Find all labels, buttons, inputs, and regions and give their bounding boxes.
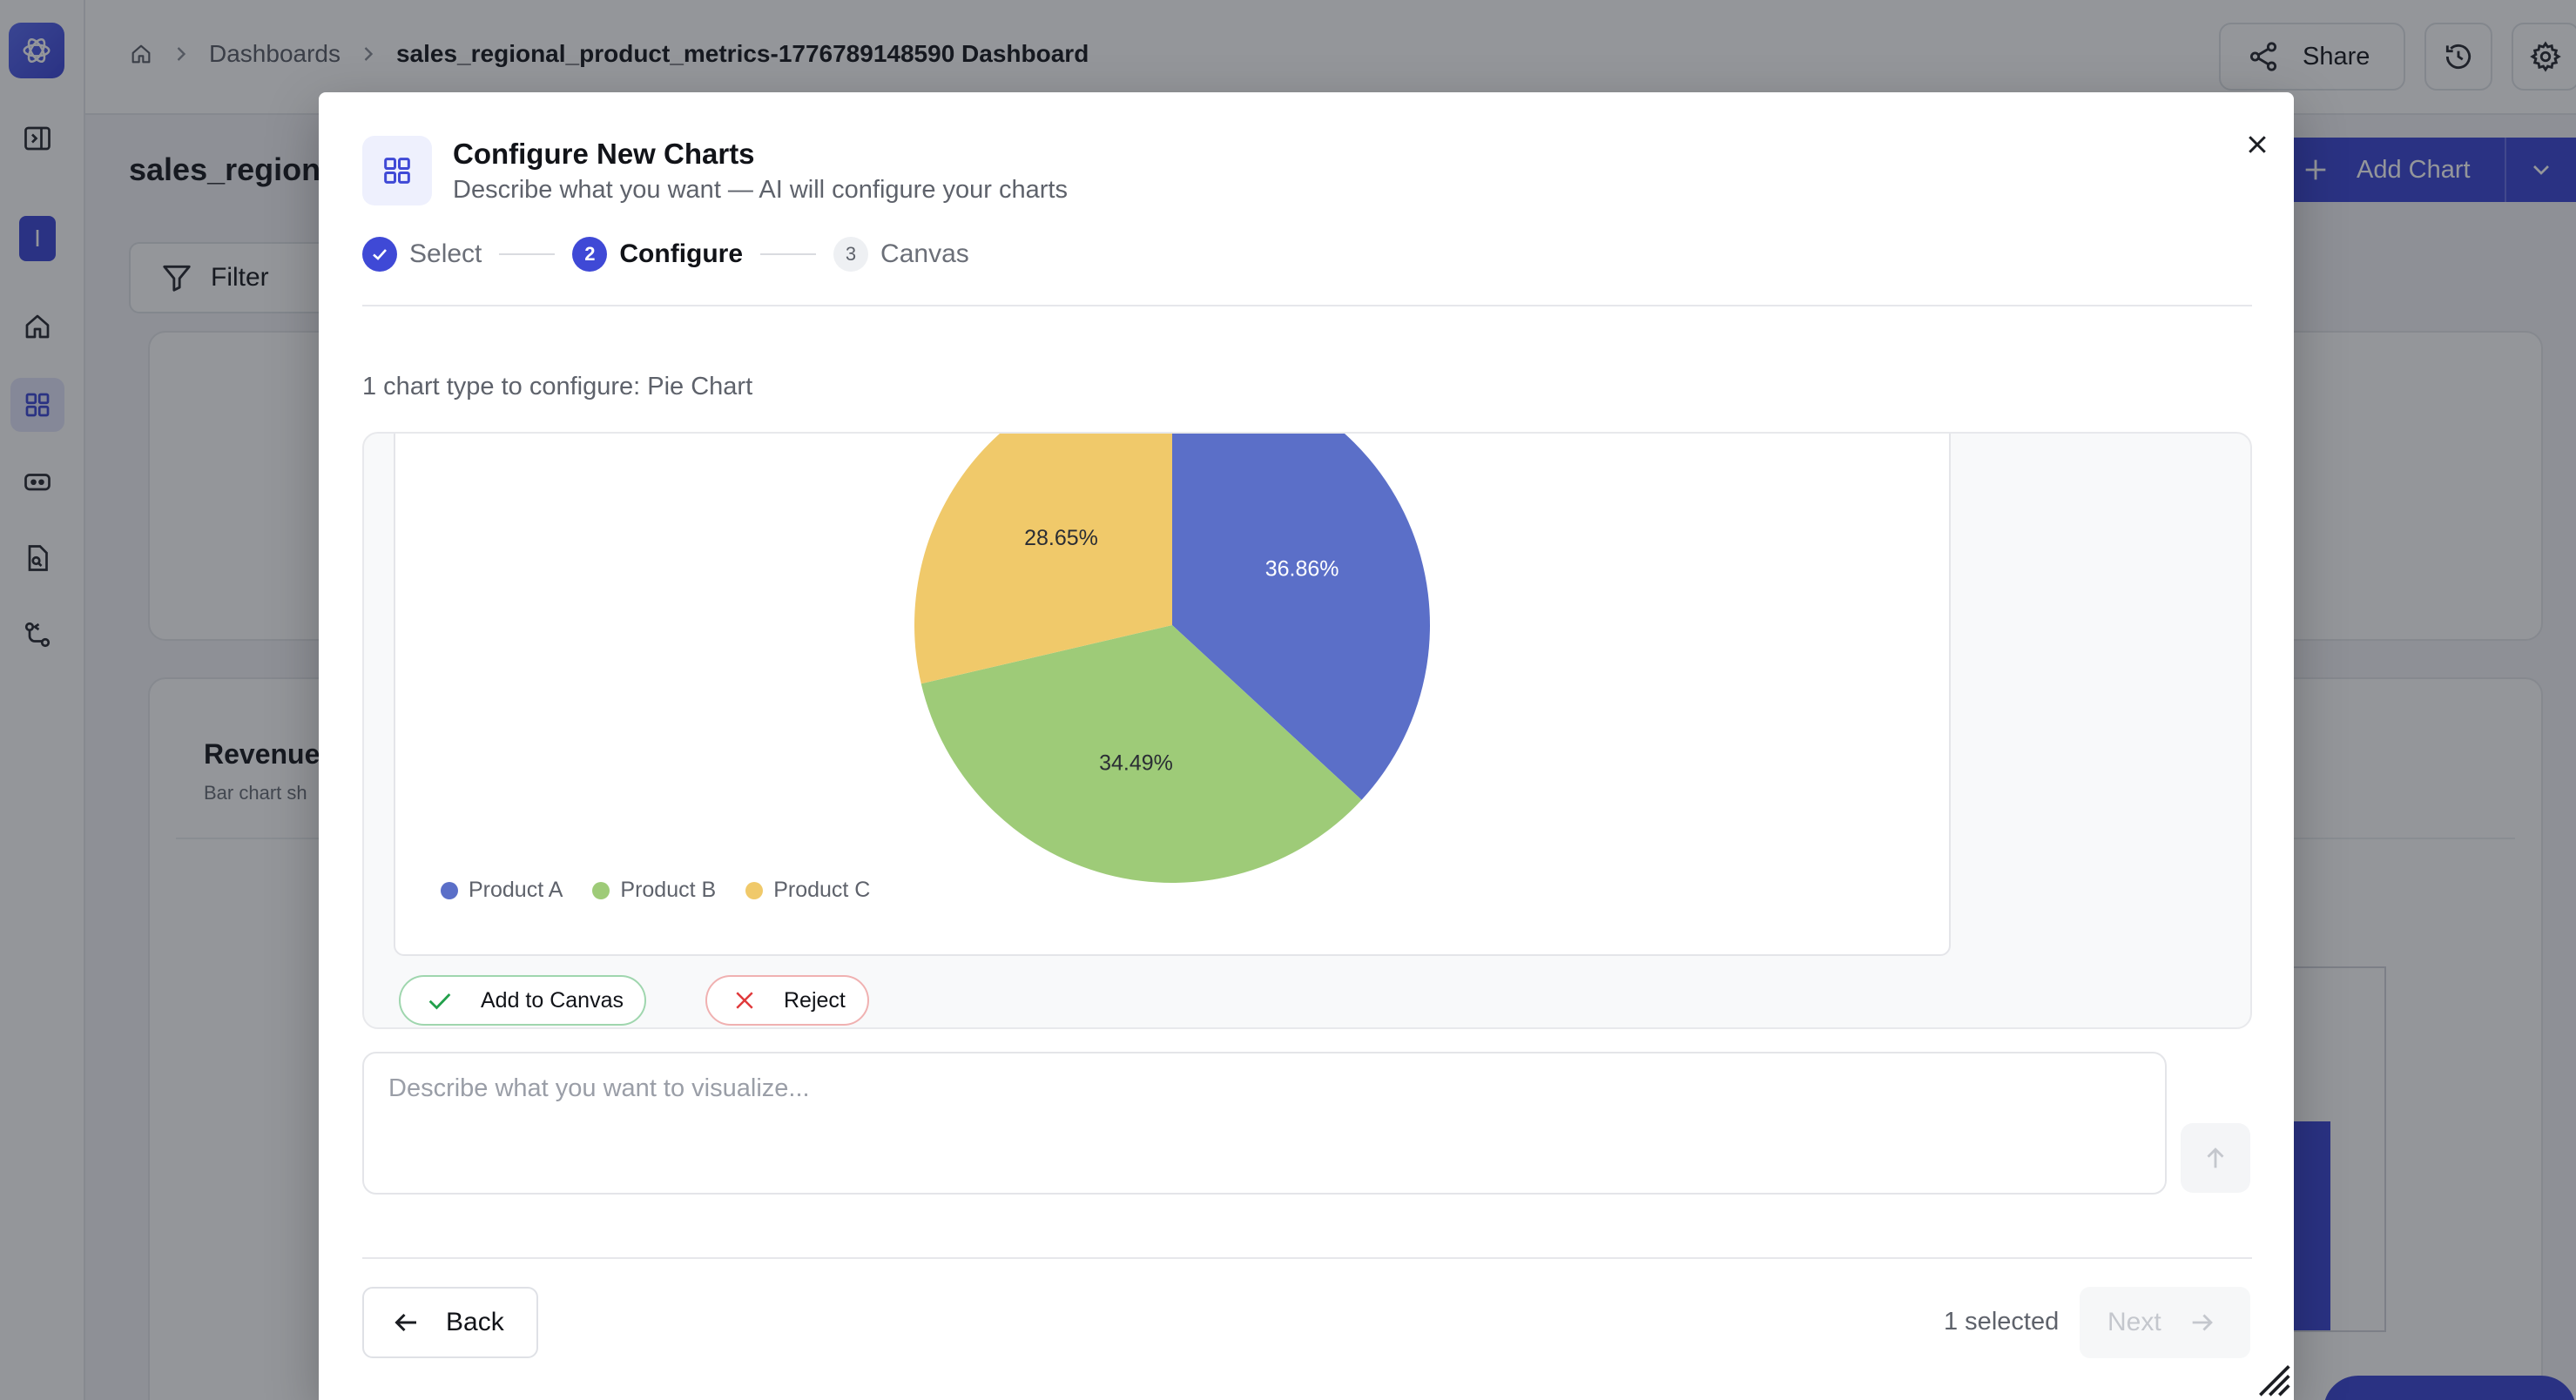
step-done-indicator [362,237,397,272]
next-button[interactable]: Next [2080,1287,2250,1358]
stepper: Select 2 Configure 3 Canvas [362,235,969,273]
pie-data-label: 34.49% [1099,750,1173,775]
share-label: Share [2303,42,2370,71]
app-logo[interactable] [9,23,64,78]
step-label: Select [409,239,482,268]
configure-charts-modal: Configure New Charts Describe what you w… [319,92,2294,1400]
pie-chart-card: 36.86% 34.49% 28.65% Product A Product B P… [394,432,1951,956]
close-icon [736,992,753,1009]
legend-label: Product C [773,878,871,902]
card-subtitle: Bar chart sh [204,782,307,804]
grid-icon [384,158,410,184]
resize-handle-icon[interactable] [2254,1360,2292,1398]
filter-label: Filter [211,263,269,292]
chevron-down-icon [2533,165,2549,175]
arrow-up-icon [2207,1148,2224,1168]
reject-label: Reject [784,987,846,1013]
legend-label: Product B [620,878,717,902]
workflow-icon [24,622,51,648]
grid-icon [25,393,50,417]
logo-icon [23,37,51,64]
breadcrumb: Dashboards sales_regional_product_metric… [129,40,1089,68]
send-button[interactable] [2181,1123,2250,1193]
divider [362,305,2252,306]
modal-subtitle: Describe what you want — AI will configu… [453,176,1068,204]
back-button[interactable]: Back [362,1287,538,1358]
add-to-canvas-button[interactable]: Add to Canvas [399,975,646,1026]
pie-slice[interactable] [1172,432,1430,800]
step-configure[interactable]: 2 Configure [572,237,743,272]
add-to-canvas-label: Add to Canvas [481,987,624,1013]
step-label: Configure [619,239,744,268]
history-icon [2445,44,2471,70]
legend-item[interactable]: Product C [745,878,870,903]
floating-action-button[interactable] [2323,1376,2576,1400]
step-select[interactable]: Select [362,237,482,272]
modal-icon [362,136,432,205]
legend-item[interactable]: Product B [592,878,716,903]
close-icon [2249,136,2266,153]
step-number: 2 [572,237,608,272]
share-button[interactable]: Share [2219,23,2405,91]
arrow-left-icon [394,1313,416,1332]
bot-icon [24,474,51,491]
next-label: Next [2107,1308,2161,1336]
legend-swatch [441,881,458,899]
home-icon[interactable] [129,42,153,66]
filter-icon [163,265,191,292]
page-title: sales_regiona [129,151,339,187]
step-number: 3 [833,237,869,272]
home-icon [25,314,50,339]
reject-button[interactable]: Reject [705,975,869,1026]
modal-title: Configure New Charts [453,138,755,170]
panel-toggle-icon [24,126,51,151]
pie-slice[interactable] [920,625,1362,884]
sidebar-toggle-button[interactable] [10,111,64,165]
add-chart-button[interactable]: Add Chart [2282,138,2576,202]
add-chart-label: Add Chart [2357,155,2471,184]
config-summary: 1 chart type to configure: Pie Chart [362,373,753,400]
sidebar-item-home[interactable] [10,300,64,353]
pie-data-label: 36.86% [1265,557,1339,582]
sidebar-item-documents[interactable] [10,531,64,585]
legend-item[interactable]: Product A [441,878,563,903]
back-label: Back [446,1308,504,1336]
sidebar-item-agents[interactable] [10,454,64,508]
breadcrumb-current: sales_regional_product_metrics-177678914… [395,40,1089,67]
arrow-right-icon [2192,1314,2213,1331]
chevron-right-icon [177,47,186,61]
user-avatar[interactable]: I [19,216,56,261]
pie-chart: 36.86% 34.49% 28.65% [914,432,1430,884]
card-title: Revenue [204,738,320,770]
check-icon [428,993,451,1010]
chart-preview-panel: 36.86% 34.49% 28.65% Product A Product B P… [362,432,2252,1029]
share-icon [2249,42,2277,71]
step-label: Canvas [880,239,969,268]
document-search-icon [28,545,48,571]
legend-label: Product A [469,878,563,902]
chart-legend: Product A Product B Product C [441,878,870,903]
gear-icon [2530,41,2561,72]
breadcrumb-dashboards[interactable]: Dashboards [209,40,341,67]
legend-swatch [592,881,610,899]
settings-button[interactable] [2512,23,2576,91]
check-icon [373,249,387,260]
prompt-input[interactable] [362,1052,2167,1195]
add-chart-dropdown[interactable] [2505,138,2576,202]
step-canvas[interactable]: 3 Canvas [833,237,969,272]
step-connector [760,253,817,255]
sidebar-item-workflows[interactable] [10,608,64,662]
divider [362,1257,2252,1259]
step-connector [499,253,556,255]
sidebar: I [0,0,85,1400]
selected-count: 1 selected [1944,1308,2060,1336]
pie-slice[interactable] [914,432,1172,684]
history-button[interactable] [2424,23,2492,91]
sidebar-item-dashboards[interactable] [10,378,64,432]
chevron-right-icon [364,47,374,61]
plus-icon [2305,159,2326,180]
pie-data-label: 28.65% [1024,526,1098,550]
close-button[interactable] [2231,118,2283,171]
legend-swatch [745,881,764,899]
